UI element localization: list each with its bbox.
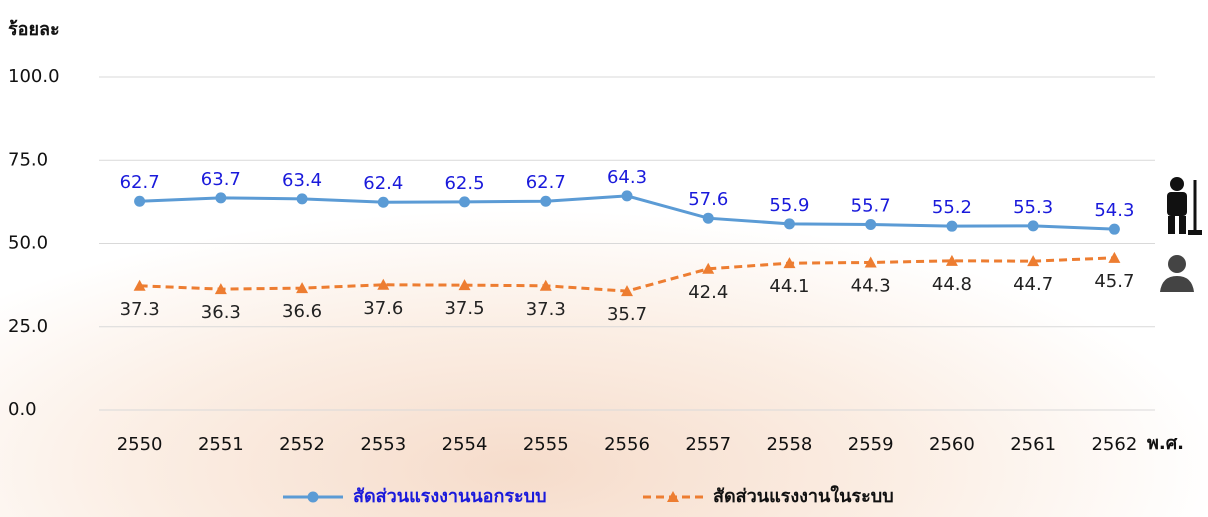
data-label: 57.6 <box>688 189 728 210</box>
data-label: 55.3 <box>1013 197 1053 218</box>
x-tick-label: 2552 <box>279 434 325 455</box>
point <box>296 282 309 294</box>
point <box>540 195 552 207</box>
data-label: 62.7 <box>120 172 160 193</box>
worker-icon <box>1167 177 1202 235</box>
x-tick-label: 2556 <box>604 434 650 455</box>
point <box>458 279 471 291</box>
point <box>377 278 390 290</box>
data-label: 62.5 <box>444 173 484 194</box>
point <box>945 254 958 266</box>
data-label: 55.2 <box>932 197 972 218</box>
data-label: 37.6 <box>363 298 403 319</box>
data-label: 37.5 <box>444 298 484 319</box>
x-tick-label: 2559 <box>848 434 894 455</box>
x-tick-label: 2560 <box>929 434 975 455</box>
point <box>864 256 877 268</box>
data-label: 63.7 <box>201 169 241 190</box>
point <box>1108 223 1120 235</box>
point <box>1027 220 1039 232</box>
data-label: 62.7 <box>526 172 566 193</box>
data-label: 54.3 <box>1094 200 1134 221</box>
y-axis-label: ร้อยละ <box>8 19 60 40</box>
y-tick-label: 100.0 <box>8 66 60 87</box>
point <box>783 218 795 230</box>
y-tick-label: 0.0 <box>8 399 37 420</box>
x-tick-label: 2562 <box>1091 434 1137 455</box>
point <box>134 195 146 207</box>
point <box>621 285 633 297</box>
point <box>133 279 146 291</box>
point <box>702 262 715 274</box>
point <box>459 196 471 208</box>
legend-marker <box>307 491 319 503</box>
y-tick-label: 25.0 <box>8 316 48 337</box>
point <box>215 192 227 204</box>
data-label: 55.7 <box>851 196 891 217</box>
y-tick-label: 50.0 <box>8 233 48 254</box>
data-label: 63.4 <box>282 170 322 191</box>
office-icon <box>1160 255 1194 292</box>
point <box>702 212 714 224</box>
x-axis-label: พ.ศ. <box>1147 433 1184 454</box>
x-tick-label: 2555 <box>523 434 569 455</box>
data-label: 44.8 <box>932 274 972 295</box>
point <box>865 219 877 231</box>
x-tick-label: 2553 <box>360 434 406 455</box>
data-label: 36.6 <box>282 301 322 322</box>
data-label: 62.4 <box>363 173 403 194</box>
x-tick-label: 2558 <box>767 434 813 455</box>
data-label: 37.3 <box>526 299 566 320</box>
data-label: 45.7 <box>1094 271 1134 292</box>
data-label: 44.3 <box>851 275 891 296</box>
x-tick-label: 2554 <box>442 434 488 455</box>
data-label: 37.3 <box>120 299 160 320</box>
y-tick-label: 75.0 <box>8 149 48 170</box>
x-tick-label: 2551 <box>198 434 244 455</box>
legend-marker <box>667 491 679 502</box>
point <box>539 279 552 291</box>
point <box>1108 251 1121 263</box>
point <box>783 257 796 269</box>
data-label: 44.1 <box>769 276 809 297</box>
point <box>214 283 227 295</box>
point <box>377 196 389 208</box>
x-tick-label: 2561 <box>1010 434 1056 455</box>
data-label: 55.9 <box>769 195 809 216</box>
x-tick-label: 2557 <box>685 434 731 455</box>
data-label: 42.4 <box>688 282 728 303</box>
data-label: 44.7 <box>1013 274 1053 295</box>
point <box>946 220 958 232</box>
point <box>296 193 308 205</box>
legend-label: สัดส่วนแรงงานนอกระบบ <box>353 486 547 507</box>
x-tick-label: 2550 <box>117 434 163 455</box>
point <box>1027 255 1040 267</box>
legend-label: สัดส่วนแรงงานในระบบ <box>713 485 894 507</box>
data-label: 35.7 <box>607 304 647 325</box>
point <box>621 190 633 202</box>
data-label: 36.3 <box>201 302 241 323</box>
data-label: 64.3 <box>607 167 647 188</box>
